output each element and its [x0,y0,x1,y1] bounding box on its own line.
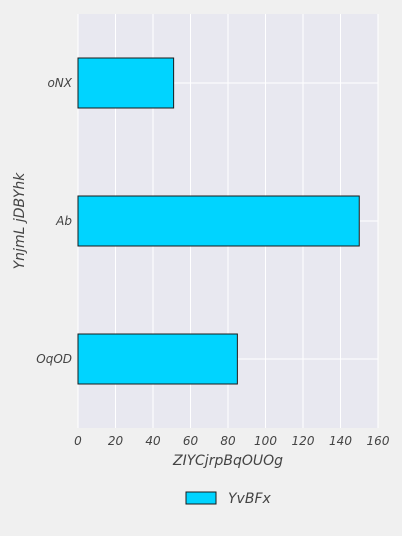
legend-label: YvBFx [228,491,271,507]
x-axis-title: ZIYCjrpBqOUOg [172,453,283,469]
bar-ab [77,195,360,247]
y-tick-label: oNX [47,76,72,90]
legend: YvBFx [185,491,271,507]
y-axis-title: YnjmL jDBYhk [12,172,28,270]
x-tick-label: 100 [254,434,277,448]
x-tick-label: 140 [329,434,352,448]
x-tick-label: 0 [74,434,82,448]
x-tick-label: 20 [108,434,124,448]
x-tick-labels: 0 20 40 60 80 100 120 140 160 [74,434,390,448]
x-tick-label: 160 [367,434,390,448]
y-tick-labels: oNX Ab OqOD [36,76,73,366]
bar-onx [77,57,175,109]
x-tick-label: 40 [145,434,161,448]
legend-swatch [185,491,217,505]
bar-oqod [77,333,238,385]
y-tick-label: Ab [55,214,72,228]
x-tick-label: 60 [183,434,199,448]
bars [77,57,360,385]
y-tick-label: OqOD [36,352,72,366]
x-tick-label: 80 [220,434,236,448]
x-tick-label: 120 [292,434,315,448]
